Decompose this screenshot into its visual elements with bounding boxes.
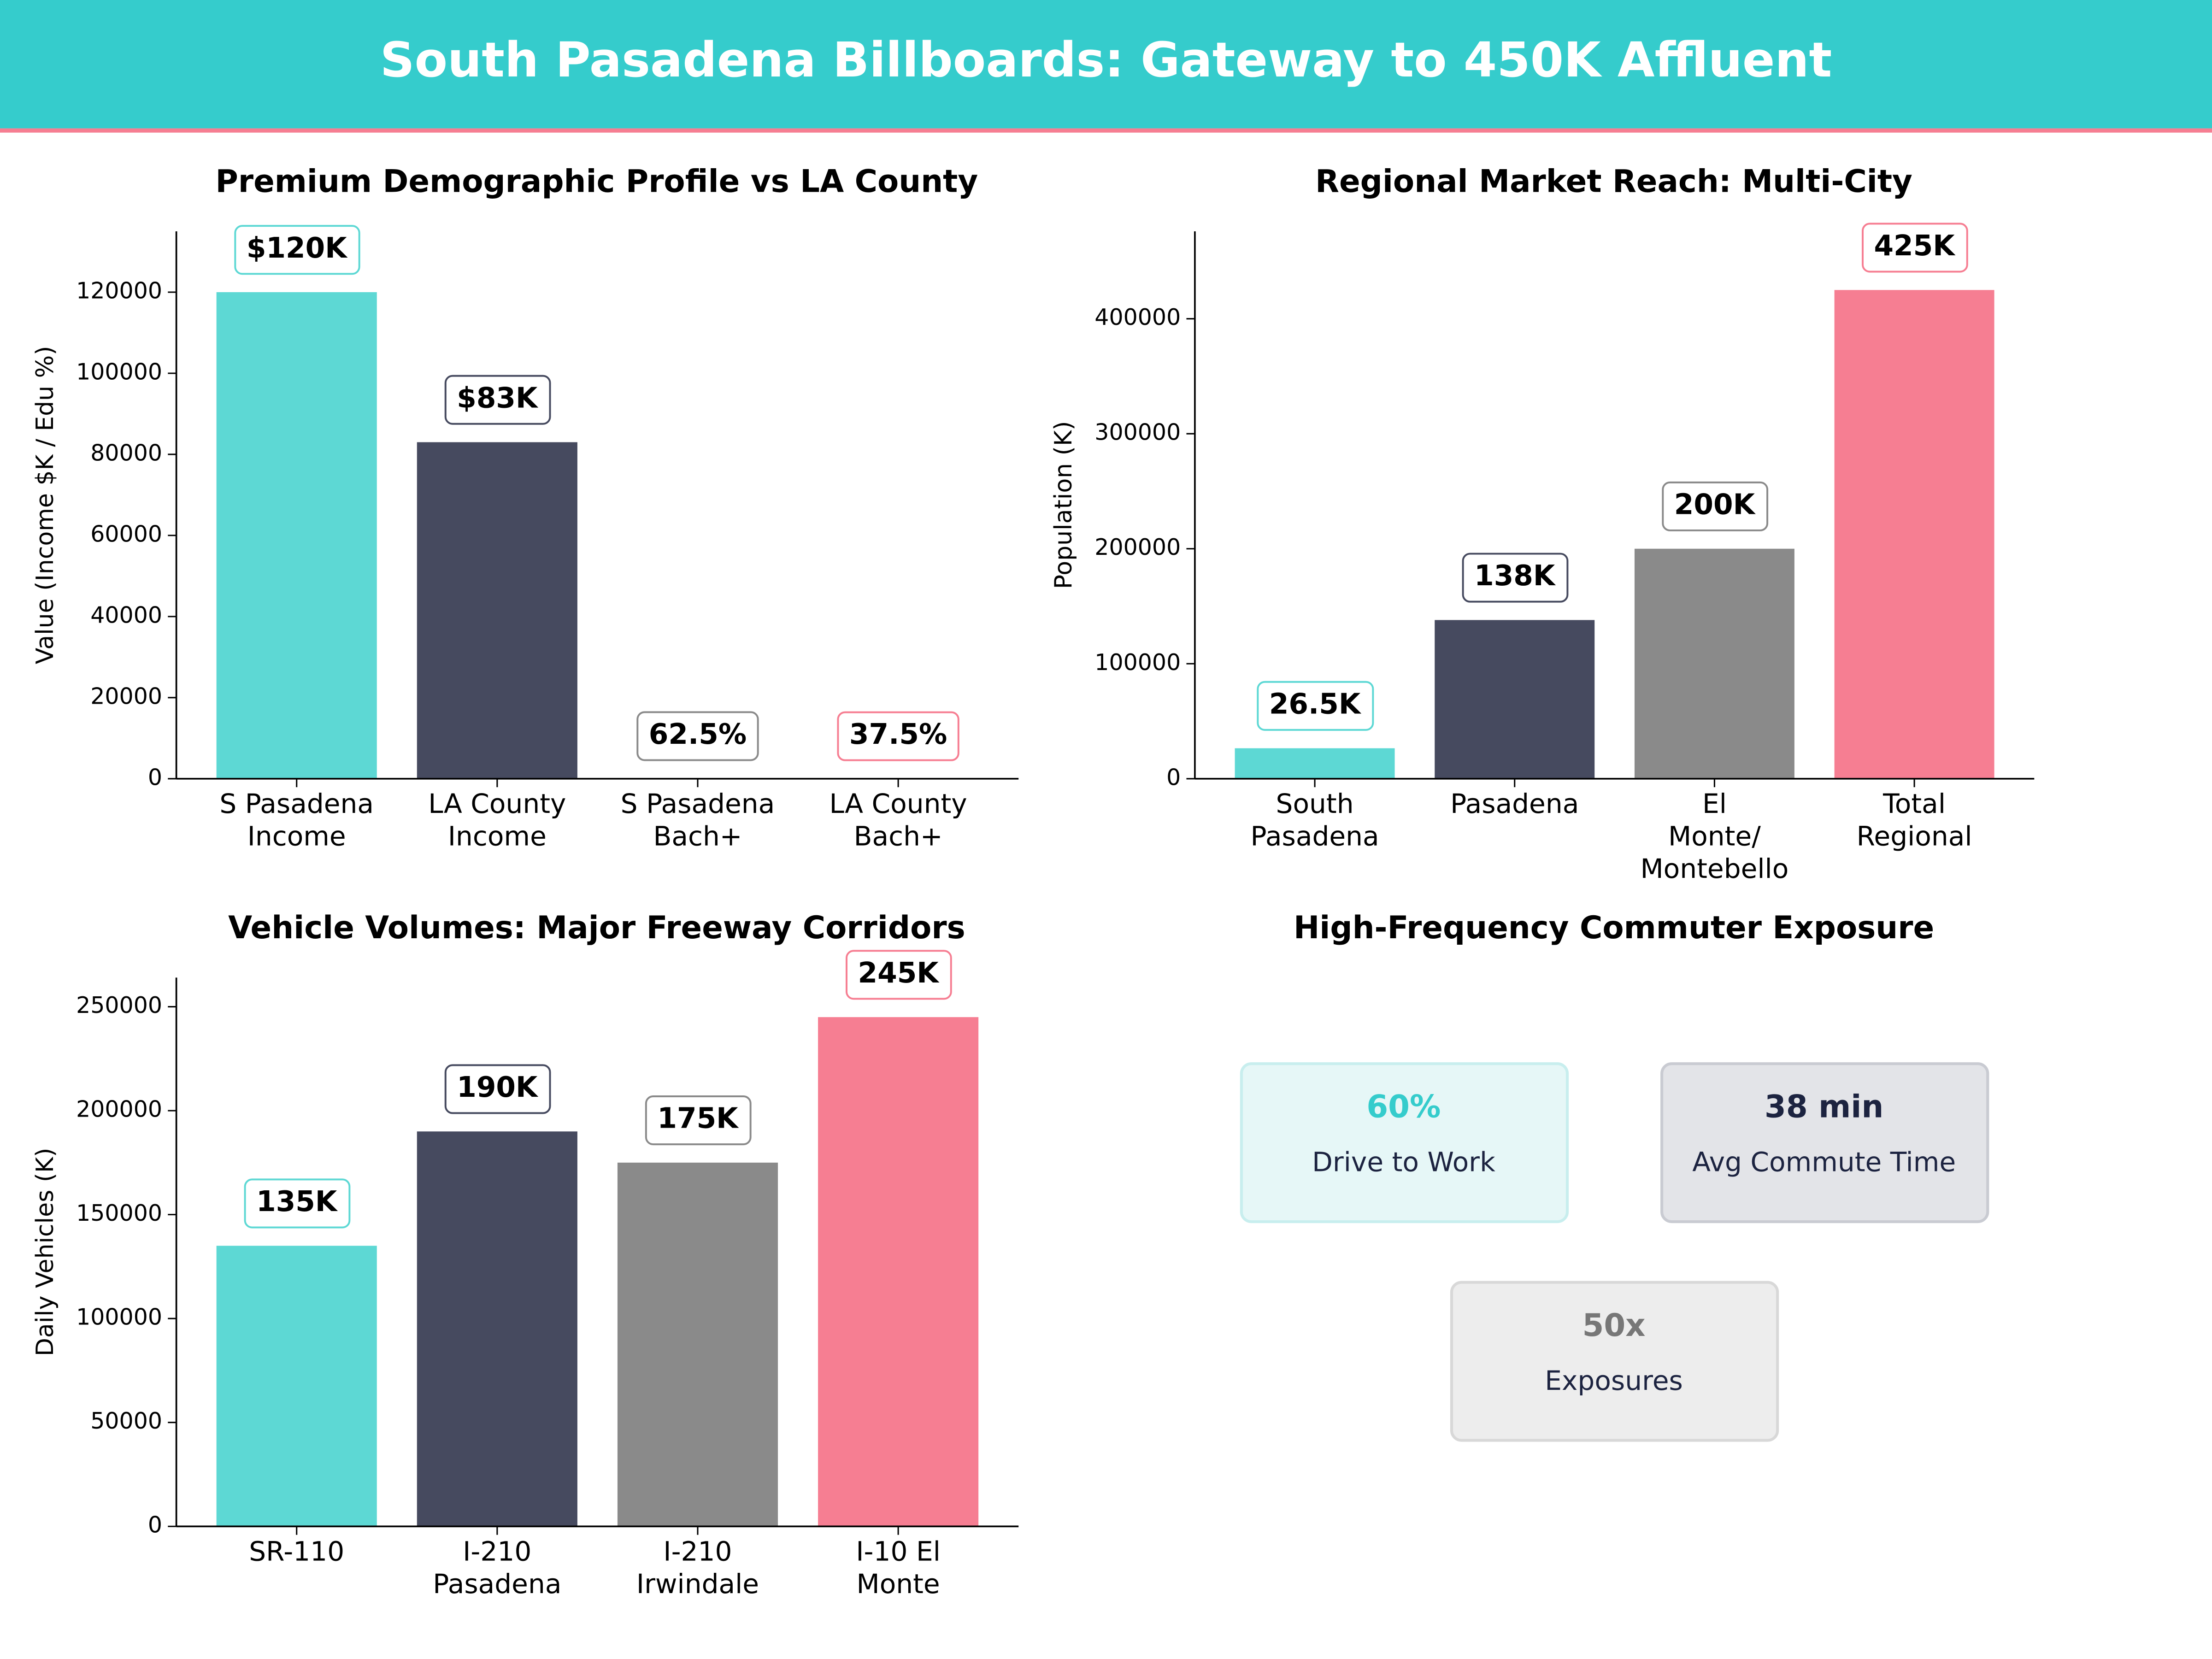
value-label: 37.5% <box>849 718 947 751</box>
bar <box>216 1246 377 1527</box>
bar <box>1634 548 1794 779</box>
y-tick-label: 120000 <box>76 278 162 304</box>
value-label: 138K <box>1474 559 1556 592</box>
x-tick-label: S Pasadena Income <box>219 788 374 852</box>
value-label-box <box>444 1064 551 1114</box>
bar <box>1834 290 1994 779</box>
stat-label: Drive to Work <box>1312 1147 1495 1178</box>
y-tick-label: 100000 <box>76 1304 162 1330</box>
x-tick-label: El Monte/Montebello <box>1641 788 1789 884</box>
stat-card <box>1240 1062 1569 1224</box>
header <box>0 0 2212 129</box>
value-label-box <box>1257 681 1374 731</box>
y-tick-label: 0 <box>148 1512 162 1538</box>
x-tick-label: South Pasadena <box>1250 788 1379 852</box>
value-label-box <box>846 950 952 1000</box>
value-label: 245K <box>858 957 940 989</box>
bar <box>417 1131 577 1527</box>
value-label: 62.5% <box>649 718 747 751</box>
y-tick-label: 0 <box>1166 764 1181 790</box>
y-tick-label: 20000 <box>90 683 162 709</box>
y-tick-label: 40000 <box>90 602 162 628</box>
x-tick-label: I-210 Irwindale <box>636 1536 759 1600</box>
value-label: 200K <box>1674 488 1756 521</box>
y-tick-label: 80000 <box>90 440 162 466</box>
stat-label: Avg Commute Time <box>1692 1147 1956 1178</box>
bar <box>417 442 577 779</box>
value-label-box <box>234 225 360 275</box>
stat-value: 50x <box>1582 1307 1645 1343</box>
value-label-box <box>645 1095 752 1146</box>
value-label-box <box>1462 553 1569 603</box>
y-tick-label: 300000 <box>1094 419 1181 446</box>
value-label-box <box>1662 481 1769 531</box>
value-label: 26.5K <box>1269 688 1362 720</box>
value-label: $120K <box>247 232 348 265</box>
value-label: 425K <box>1874 229 1956 262</box>
value-label-box <box>444 375 551 425</box>
chart-title: Vehicle Volumes: Major Freeway Corridors <box>228 909 965 946</box>
x-tick-label: I-210 Pasadena <box>433 1536 561 1600</box>
value-label: 190K <box>457 1071 539 1104</box>
y-axis-label: Daily Vehicles (K) <box>31 1148 59 1357</box>
stat-card <box>1660 1062 1989 1224</box>
x-tick-label: Total Regional <box>1857 788 1972 852</box>
y-tick-label: 200000 <box>1094 534 1181 560</box>
y-tick-label: 50000 <box>90 1408 162 1434</box>
header-rule <box>0 128 2212 133</box>
x-tick-label: S Pasadena Bach+ <box>621 788 775 852</box>
y-tick-label: 60000 <box>90 521 162 547</box>
y-tick-label: 150000 <box>76 1200 162 1226</box>
value-label: $83K <box>457 382 539 414</box>
chart-title: Regional Market Reach: Multi-City <box>1315 163 1912 200</box>
bar <box>818 1017 979 1527</box>
y-tick-label: 200000 <box>76 1096 162 1123</box>
bar <box>1235 748 1395 779</box>
stat-card <box>1450 1281 1779 1442</box>
y-tick-label: 400000 <box>1094 304 1181 330</box>
y-axis-label: Value (Income $K / Edu %) <box>31 346 59 665</box>
stat-value: 60% <box>1366 1088 1441 1125</box>
chart-title: High-Frequency Commuter Exposure <box>1294 909 1934 946</box>
chart-title: Premium Demographic Profile vs LA County <box>216 163 978 200</box>
stat-value: 38 min <box>1765 1088 1883 1125</box>
x-tick-label: I-10 El Monte <box>856 1536 941 1600</box>
stat-label: Exposures <box>1545 1365 1683 1396</box>
value-label-box <box>636 711 759 761</box>
y-tick-label: 100000 <box>76 359 162 385</box>
x-tick-label: LA County Income <box>428 788 566 852</box>
y-tick-label: 250000 <box>76 992 162 1018</box>
bar <box>216 292 377 779</box>
value-label-box <box>837 711 959 761</box>
x-tick-label: SR-110 <box>249 1536 344 1567</box>
value-label: 175K <box>657 1102 739 1135</box>
y-axis-label: Population (K) <box>1050 421 1077 589</box>
page-title: South Pasadena Billboards: Gateway to 45… <box>380 32 1832 88</box>
value-label-box <box>244 1178 351 1229</box>
x-tick-label: Pasadena <box>1450 788 1579 819</box>
y-tick-label: 100000 <box>1094 649 1181 676</box>
bar <box>617 1162 778 1527</box>
bar <box>1435 620 1595 779</box>
value-label-box <box>1861 223 1968 273</box>
x-tick-label: LA County Bach+ <box>830 788 967 852</box>
y-tick-label: 0 <box>148 764 162 790</box>
value-label: 135K <box>256 1185 338 1218</box>
